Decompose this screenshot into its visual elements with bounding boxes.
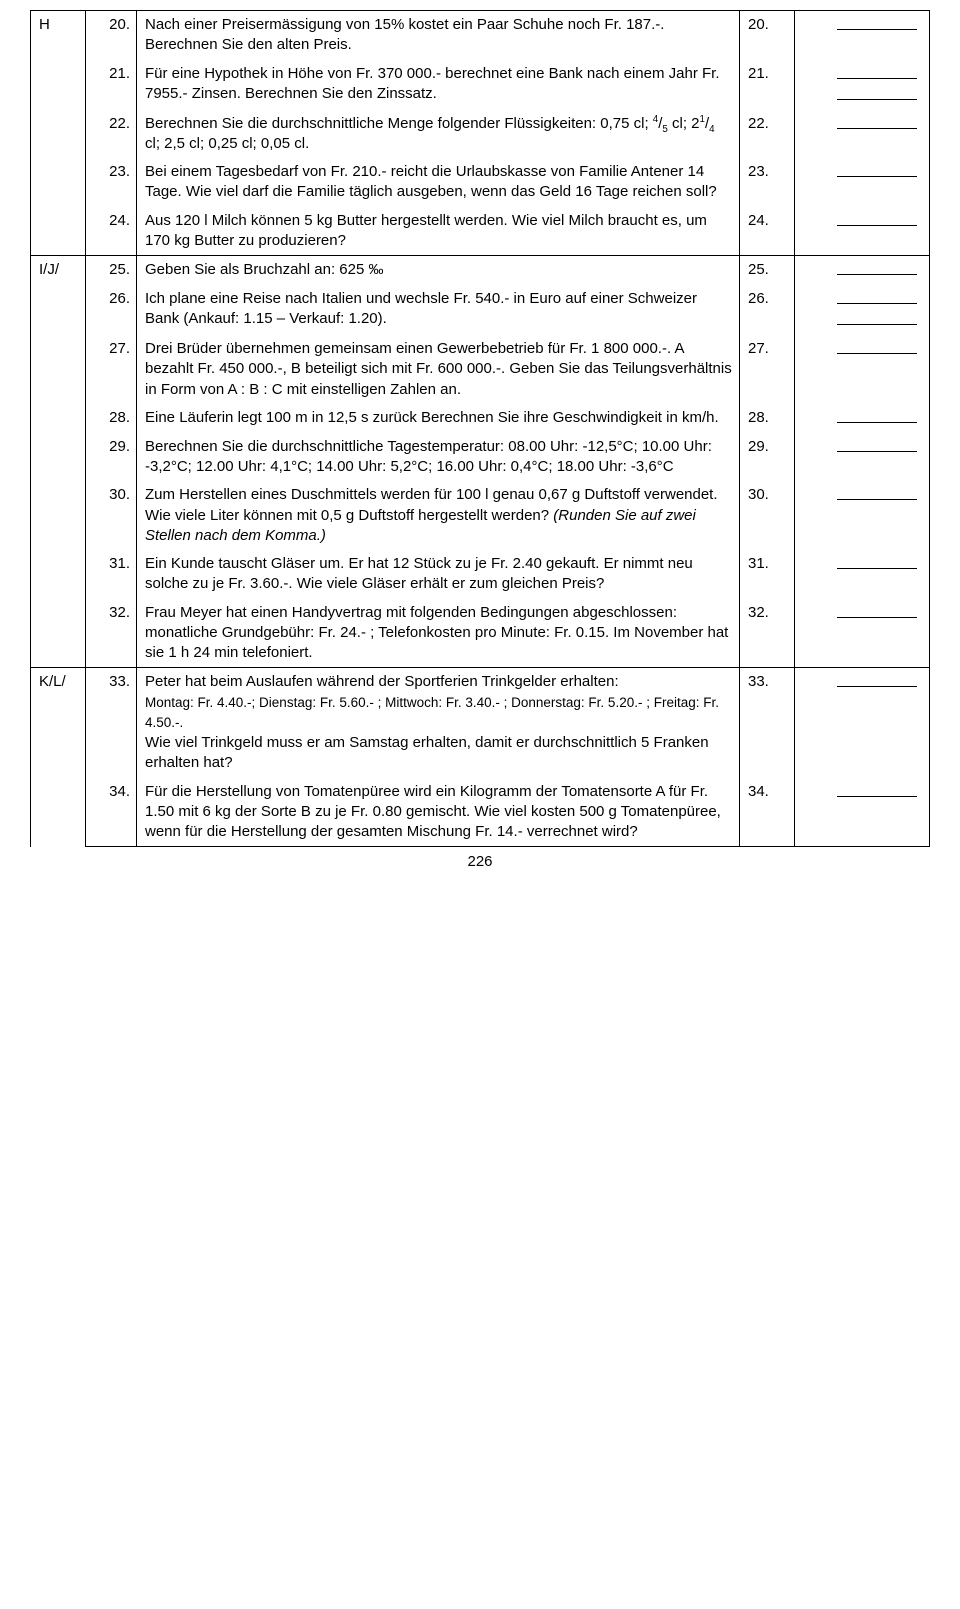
answer-number: 31. [740,550,795,599]
question-text: Frau Meyer hat einen Handyvertrag mit fo… [137,599,740,668]
answer-number: 28. [740,404,795,433]
page-number: 226 [30,853,930,870]
answer-number: 23. [740,158,795,207]
answer-blank [837,289,917,304]
answer-cell [795,404,930,433]
answer-cell [795,11,930,60]
question-number: 27. [86,335,137,404]
answer-number: 32. [740,599,795,668]
question-number: 28. [86,404,137,433]
question-number: 24. [86,207,137,256]
answer-cell [795,285,930,335]
answer-blank [837,114,917,129]
answer-cell [795,550,930,599]
answer-blank [837,603,917,618]
answer-blank [837,85,917,100]
question-text: Eine Läuferin legt 100 m in 12,5 s zurüc… [137,404,740,433]
question-text: Peter hat beim Auslaufen während der Spo… [137,668,740,778]
answer-cell [795,335,930,404]
answer-number: 27. [740,335,795,404]
question-number: 26. [86,285,137,335]
answer-cell [795,433,930,482]
question-number: 23. [86,158,137,207]
question-number: 30. [86,481,137,550]
answer-cell [795,60,930,110]
answer-number: 33. [740,668,795,778]
worksheet-page: H20.Nach einer Preisermässigung von 15% … [0,0,960,890]
question-number: 20. [86,11,137,60]
question-number: 33. [86,668,137,778]
answer-blank [837,339,917,354]
answer-blank [837,554,917,569]
question-number: 21. [86,60,137,110]
question-text: Nach einer Preisermässigung von 15% kost… [137,11,740,60]
question-text: Für die Herstellung von Tomatenpüree wir… [137,778,740,847]
exercise-table: H20.Nach einer Preisermässigung von 15% … [30,10,930,847]
answer-blank [837,15,917,30]
question-text: Berechnen Sie die durchschnittliche Tage… [137,433,740,482]
answer-number: 30. [740,481,795,550]
question-text: Für eine Hypothek in Höhe von Fr. 370 00… [137,60,740,110]
answer-blank [837,485,917,500]
answer-number: 25. [740,256,795,286]
answer-cell [795,256,930,286]
question-number: 32. [86,599,137,668]
section-label: H [31,11,86,256]
question-number: 25. [86,256,137,286]
answer-blank [837,408,917,423]
answer-number: 34. [740,778,795,847]
section-label: K/L/ [31,668,86,847]
answer-number: 24. [740,207,795,256]
answer-cell [795,158,930,207]
section-label: I/J/ [31,256,86,668]
question-text: Ein Kunde tauscht Gläser um. Er hat 12 S… [137,550,740,599]
answer-blank [837,211,917,226]
answer-blank [837,260,917,275]
answer-blank [837,437,917,452]
answer-number: 26. [740,285,795,335]
answer-cell [795,599,930,668]
answer-blank [837,310,917,325]
answer-blank [837,162,917,177]
answer-number: 29. [740,433,795,482]
answer-number: 22. [740,110,795,159]
answer-blank [837,782,917,797]
question-text: Berechnen Sie die durchschnittliche Meng… [137,110,740,159]
question-text: Ich plane eine Reise nach Italien und we… [137,285,740,335]
answer-cell [795,207,930,256]
answer-number: 20. [740,11,795,60]
answer-cell [795,481,930,550]
answer-number: 21. [740,60,795,110]
question-text: Geben Sie als Bruchzahl an: 625 ‰ [137,256,740,286]
answer-cell [795,110,930,159]
question-text: Aus 120 l Milch können 5 kg Butter herge… [137,207,740,256]
question-text: Drei Brüder übernehmen gemeinsam einen G… [137,335,740,404]
answer-cell [795,668,930,778]
question-number: 31. [86,550,137,599]
question-number: 29. [86,433,137,482]
answer-blank [837,64,917,79]
question-number: 22. [86,110,137,159]
answer-blank [837,672,917,687]
question-text: Bei einem Tagesbedarf von Fr. 210.- reic… [137,158,740,207]
question-text: Zum Herstellen eines Duschmittels werden… [137,481,740,550]
question-number: 34. [86,778,137,847]
answer-cell [795,778,930,847]
